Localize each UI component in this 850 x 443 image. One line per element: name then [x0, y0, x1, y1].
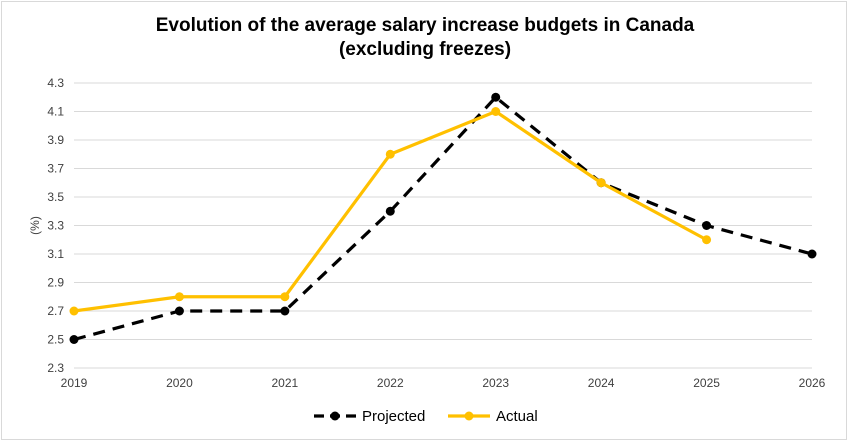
legend-label-projected: Projected — [362, 408, 425, 425]
data-point-projected — [702, 221, 712, 230]
data-point-actual — [174, 292, 184, 302]
y-tick-label: 3.9 — [47, 133, 64, 147]
y-tick-label: 2.7 — [47, 304, 64, 318]
y-tick-label: 3.7 — [47, 162, 64, 176]
x-axis-ticks: 2019 2020 2021 2022 2023 2024 2025 2026 — [61, 376, 826, 390]
chart-title: Evolution of the average salary increase… — [0, 14, 850, 62]
x-tick-label: 2023 — [482, 376, 509, 390]
x-tick-label: 2024 — [588, 376, 615, 390]
y-axis-ticks: 2.3 2.5 2.7 2.9 3.1 3.3 3.5 3.7 3.9 4.1 4.3 — [47, 76, 64, 375]
y-tick-label: 3.3 — [47, 219, 64, 233]
y-axis-label: (%) — [28, 216, 42, 235]
data-point-projected — [69, 335, 79, 344]
data-point-projected — [385, 206, 395, 216]
series-line-projected — [73, 95, 813, 342]
legend-marker-projected — [330, 411, 340, 421]
x-tick-label: 2019 — [61, 376, 88, 390]
x-tick-label: 2025 — [693, 376, 720, 390]
y-tick-label: 3.1 — [47, 247, 64, 261]
series-group — [69, 92, 817, 344]
data-point-actual — [69, 306, 79, 316]
legend-marker-actual — [464, 411, 474, 421]
data-point-projected — [174, 306, 184, 316]
data-point-actual — [280, 292, 290, 302]
data-point-actual — [702, 235, 712, 245]
x-tick-label: 2022 — [377, 376, 404, 390]
data-point-actual — [385, 149, 395, 159]
y-tick-label: 3.5 — [47, 190, 64, 204]
y-tick-label: 2.9 — [47, 276, 64, 290]
data-point-projected — [280, 306, 290, 316]
data-point-projected — [491, 92, 501, 102]
chart-title-line1: Evolution of the average salary increase… — [155, 15, 695, 36]
x-tick-label: 2021 — [272, 376, 299, 390]
y-tick-label: 2.3 — [47, 361, 64, 375]
data-point-actual — [491, 107, 501, 116]
legend: Projected Actual — [314, 408, 538, 425]
data-point-projected — [807, 249, 817, 259]
y-tick-label: 4.3 — [47, 76, 64, 90]
chart-title-line2: (excluding freezes) — [338, 39, 512, 60]
y-tick-label: 2.5 — [47, 333, 64, 347]
data-point-actual — [596, 178, 606, 188]
x-tick-label: 2020 — [166, 376, 193, 390]
y-tick-label: 4.1 — [47, 105, 64, 119]
x-tick-label: 2026 — [799, 376, 826, 390]
gridlines — [74, 82, 812, 369]
legend-label-actual: Actual — [496, 408, 538, 425]
